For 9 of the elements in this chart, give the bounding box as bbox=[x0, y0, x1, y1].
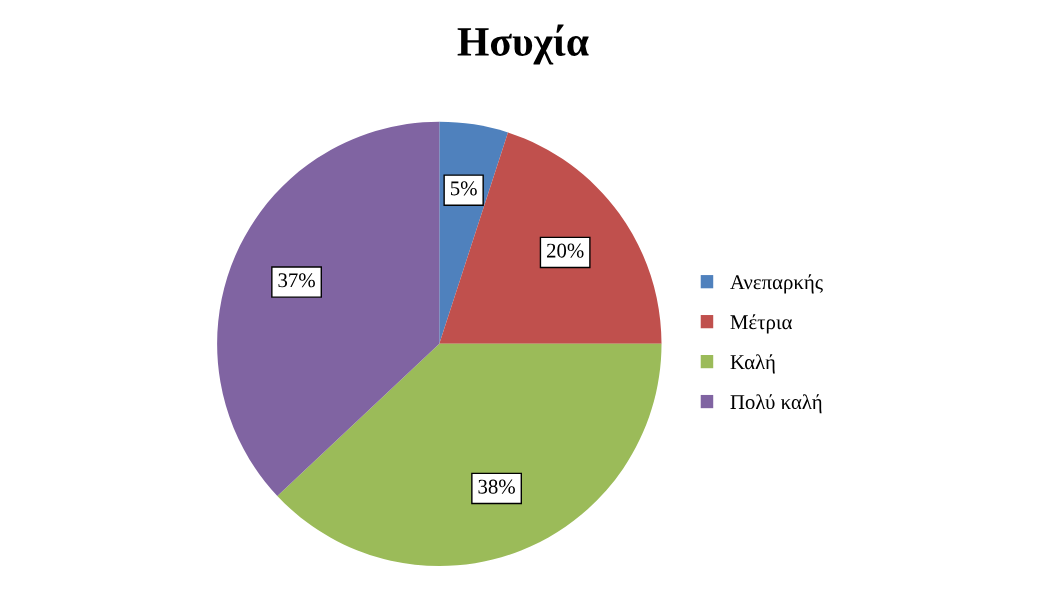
chart-title: Ησυχία bbox=[457, 24, 589, 65]
data-label: 38% bbox=[478, 479, 515, 494]
legend-label: Μέτρια bbox=[730, 314, 792, 334]
legend-label: Πολύ καλή bbox=[730, 394, 822, 414]
data-label: 5% bbox=[450, 181, 477, 196]
legend-label: Ανεπαρκής bbox=[730, 274, 823, 294]
data-label: 20% bbox=[546, 243, 584, 258]
legend-label: Καλή bbox=[730, 354, 775, 374]
data-label: 37% bbox=[278, 273, 315, 288]
